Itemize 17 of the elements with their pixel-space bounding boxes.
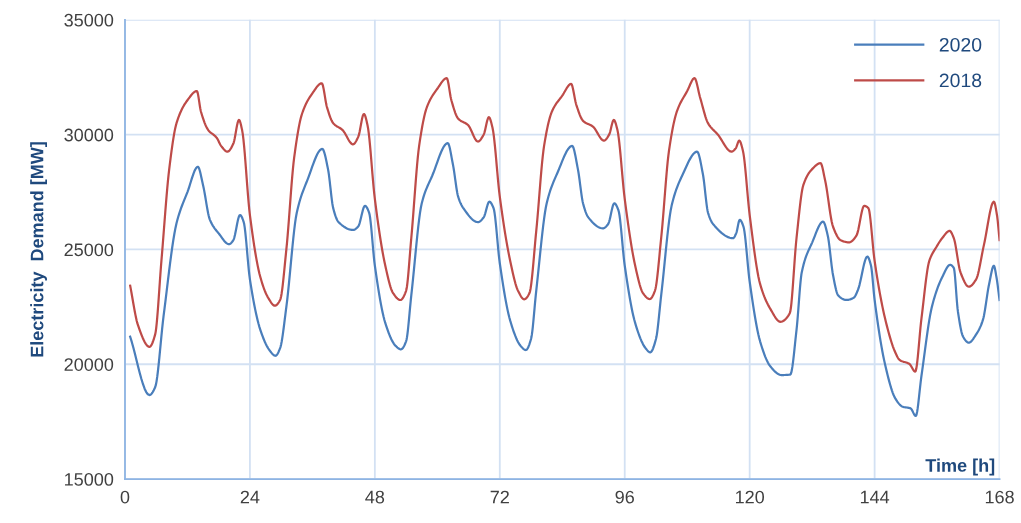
- legend-label: 2020: [939, 37, 982, 52]
- y-tick-label: 35000: [64, 13, 114, 27]
- x-tick-label: 24: [240, 490, 260, 504]
- x-tick-label: 48: [365, 490, 385, 504]
- x-tick-label: 168: [985, 490, 1014, 504]
- x-tick-label: 96: [615, 490, 634, 504]
- y-tick-label: 20000: [64, 358, 114, 371]
- x-tick-label: 72: [490, 490, 509, 504]
- y-tick-label: 30000: [64, 128, 114, 142]
- x-tick-label: 144: [860, 490, 890, 504]
- y-axis-title: Electricity Demand [MW]: [30, 142, 47, 357]
- x-tick-label: 0: [120, 490, 130, 504]
- x-tick-label: 120: [735, 490, 765, 504]
- x-axis-title: Time [h]: [925, 458, 995, 476]
- y-tick-label: 25000: [64, 243, 114, 257]
- y-tick-label: 15000: [65, 473, 114, 486]
- legend-label: 2018: [939, 73, 982, 88]
